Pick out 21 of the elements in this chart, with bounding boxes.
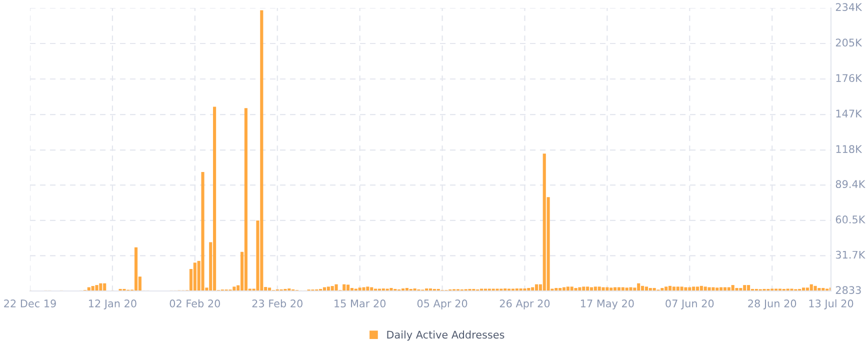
x-tick-label: 12 Jan 20 [89, 300, 136, 310]
y-tick-label: 147K [836, 110, 862, 118]
x-tick-label: 05 Apr 20 [417, 300, 468, 310]
x-tick-label: 23 Feb 20 [252, 299, 302, 308]
x-tick-label: 15 Mar 20 [334, 300, 386, 308]
x-tick-label: 07 Jun 20 [666, 300, 714, 310]
y-tick-label: 60.5K [836, 216, 866, 224]
legend-label: Daily Active Addresses [387, 330, 504, 341]
y-tick-label: 2833 [836, 286, 861, 294]
y-tick-label: 31.7K [836, 250, 866, 259]
x-tick-label: 02 Feb 20 [170, 299, 220, 308]
y-tick-label: 205K [836, 38, 862, 47]
x-tick-label: 22 Dec 19 [4, 300, 56, 308]
y-tick-label: 176K [836, 74, 862, 82]
y-tick-label: 118K [836, 145, 862, 154]
x-tick-label: 17 May 20 [581, 300, 634, 310]
y-tick-label: 89.4K [836, 180, 866, 188]
x-tick-label: 28 Jun 20 [748, 300, 796, 310]
y-tick-label: 234K [836, 3, 862, 12]
x-tick-label: 13 Jul 20 [809, 299, 854, 310]
x-tick-label: 26 Apr 20 [500, 300, 550, 310]
